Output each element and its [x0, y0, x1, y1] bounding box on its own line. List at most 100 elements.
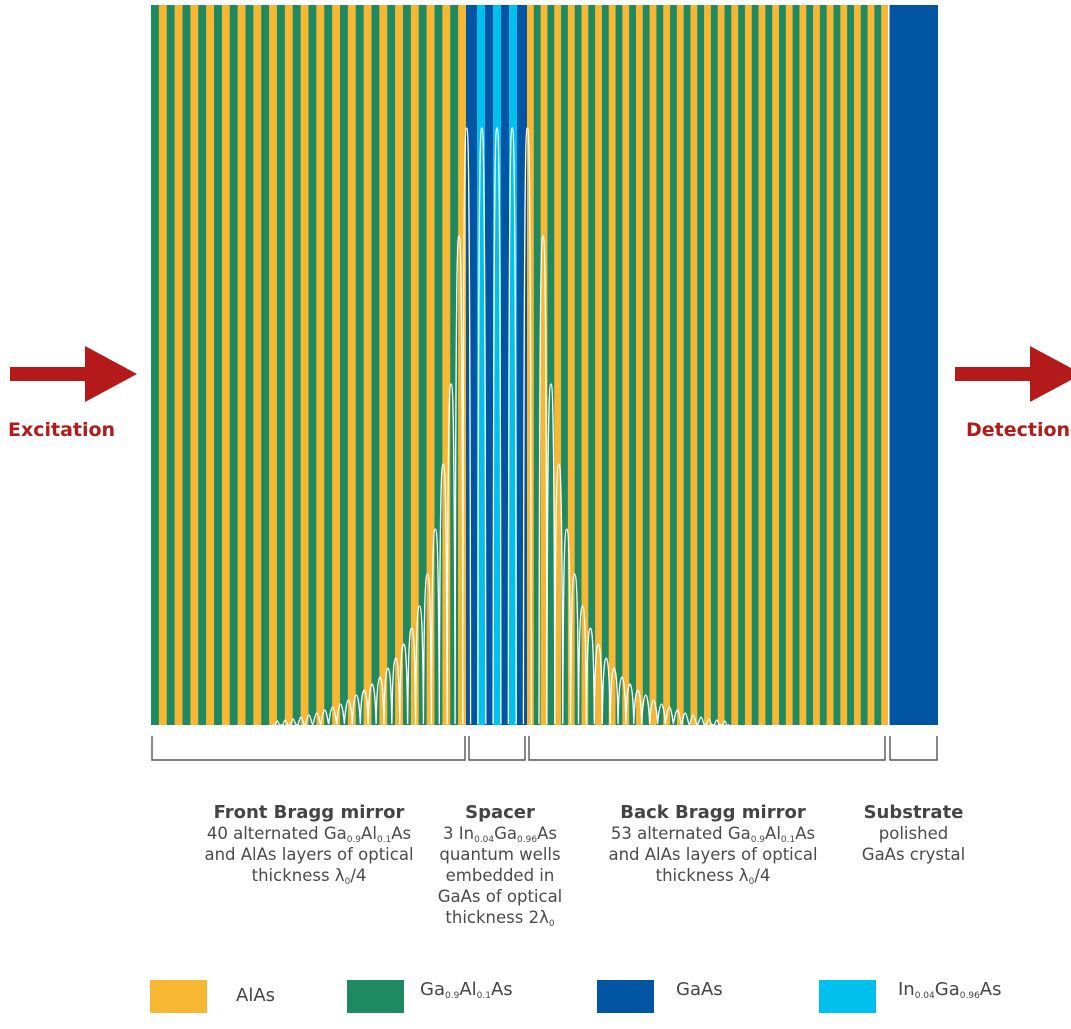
back-mirror-layer	[656, 5, 664, 725]
front-mirror-layer	[237, 5, 246, 725]
spacer-line4: GaAs of optical	[437, 887, 563, 906]
back-mirror-layer	[826, 5, 834, 725]
back-mirror-layer	[690, 5, 698, 725]
front-mirror-layer	[340, 5, 349, 725]
substrate	[889, 5, 938, 725]
back-mirror-layer	[697, 5, 705, 725]
back-mirror-layer	[758, 5, 766, 725]
back-mirror-description: Back Bragg mirror 53 alternated Ga0.9Al0…	[583, 802, 843, 887]
legend-swatch-ingaas	[819, 980, 876, 1013]
front-mirror-layer	[261, 5, 270, 725]
legend-swatch-gaas	[597, 980, 654, 1013]
back-mirror-layer	[567, 5, 575, 725]
legend-label-gaalas: Ga0.9Al0.1As	[420, 979, 513, 1001]
back-mirror-layer	[561, 5, 569, 725]
detection-arrow	[955, 346, 1071, 402]
front-mirror-layer	[347, 5, 357, 725]
back-mirror-layer	[676, 5, 684, 725]
substrate-line2: GaAs crystal	[861, 845, 966, 864]
back-mirror-layer	[874, 5, 882, 725]
front-mirror-layer	[442, 5, 451, 725]
back-mirror-layer	[554, 5, 562, 725]
front-mirror-layer	[410, 5, 420, 725]
back-mirror-layer	[635, 5, 644, 725]
back-mirror-layer	[765, 5, 773, 725]
front-mirror-layer	[166, 5, 175, 725]
back-mirror-layer	[533, 5, 541, 725]
back-mirror-layer	[833, 5, 841, 725]
front-mirror-layer	[395, 5, 404, 725]
back-mirror-title: Back Bragg mirror	[620, 802, 806, 823]
back-mirror-layer	[540, 5, 548, 725]
front-mirror-description: Front Bragg mirror 40 alternated Ga0.9Al…	[176, 802, 442, 887]
excitation-arrow	[10, 346, 137, 402]
back-mirror-layer	[806, 5, 814, 725]
quantum-well	[477, 5, 485, 725]
back-mirror-layer	[710, 5, 719, 725]
spacer-title: Spacer	[465, 802, 535, 823]
bracket-spacer	[468, 736, 526, 761]
legend-label-ingaas: In0.04Ga0.96As	[898, 979, 1002, 1001]
detection-label: Detection	[966, 419, 1071, 441]
back-mirror-layer	[547, 5, 555, 725]
legend-swatch-gaalas	[347, 980, 404, 1013]
front-mirror-layer	[253, 5, 262, 725]
front-mirror-layer	[214, 5, 223, 725]
bracket-substrate	[889, 736, 938, 761]
front-mirror-layer	[174, 5, 183, 725]
back-mirror-layer	[779, 5, 787, 725]
front-mirror-layer	[182, 5, 191, 725]
back-mirror-layer	[622, 5, 630, 725]
back-mirror-layer	[751, 5, 759, 725]
back-mirror-layer	[683, 5, 691, 725]
front-mirror-layer	[198, 5, 207, 725]
back-mirror-layer	[588, 5, 596, 725]
front-mirror-layer	[190, 5, 199, 725]
back-mirror-layer	[744, 5, 753, 725]
bracket-back-mirror	[528, 736, 886, 761]
front-mirror-layer	[332, 5, 341, 725]
back-mirror-layer	[881, 5, 889, 725]
front-mirror-layer	[277, 5, 286, 725]
back-mirror-layer	[785, 5, 793, 725]
front-mirror-layer	[426, 5, 435, 725]
back-mirror-layer	[819, 5, 827, 725]
front-mirror-layer	[245, 5, 254, 725]
back-mirror-layer	[601, 5, 610, 725]
spacer-description: Spacer 3 In0.04Ga0.96As quantum wells em…	[420, 802, 580, 929]
back-mirror-layer	[717, 5, 725, 725]
back-mirror-layer	[649, 5, 657, 725]
front-mirror-layer	[206, 5, 215, 725]
back-mirror-layer	[799, 5, 807, 725]
front-mirror-layer	[379, 5, 388, 725]
spacer-line2: quantum wells	[439, 845, 561, 864]
back-mirror-layer	[581, 5, 589, 725]
back-mirror-layer	[670, 5, 678, 725]
back-mirror-line2: and AlAs layers of optical	[608, 845, 818, 864]
back-mirror-line1: 53 alternated Ga0.9Al0.1As	[610, 824, 816, 845]
front-mirror-layer	[371, 5, 380, 725]
front-mirror-line1: 40 alternated Ga0.9Al0.1As	[206, 824, 412, 845]
front-mirror-layer	[418, 5, 427, 725]
spacer-line5: thickness 2λ0	[445, 908, 555, 929]
back-mirror-layer	[731, 5, 739, 725]
back-mirror-line3: thickness λ0/4	[655, 866, 771, 887]
front-mirror-line2: and AlAs layers of optical	[204, 845, 414, 864]
back-mirror-layer	[629, 5, 637, 725]
front-mirror-layer	[308, 5, 317, 725]
front-mirror-layer	[292, 5, 301, 725]
back-mirror-layer	[738, 5, 746, 725]
back-mirror-layer	[860, 5, 868, 725]
front-mirror-layer	[269, 5, 278, 725]
front-mirror-title: Front Bragg mirror	[213, 802, 405, 823]
back-mirror-layer	[615, 5, 623, 725]
front-mirror-layer	[158, 5, 168, 725]
back-mirror-layer	[792, 5, 800, 725]
back-mirror-layer	[867, 5, 875, 725]
back-mirror-layer	[574, 5, 582, 725]
back-mirror-layer	[813, 5, 821, 725]
spacer-line1: 3 In0.04Ga0.96As	[443, 824, 557, 845]
substrate-description: Substrate polished GaAs crystal	[846, 802, 981, 865]
front-mirror-layer	[363, 5, 372, 725]
bracket-front-mirror	[151, 736, 466, 761]
